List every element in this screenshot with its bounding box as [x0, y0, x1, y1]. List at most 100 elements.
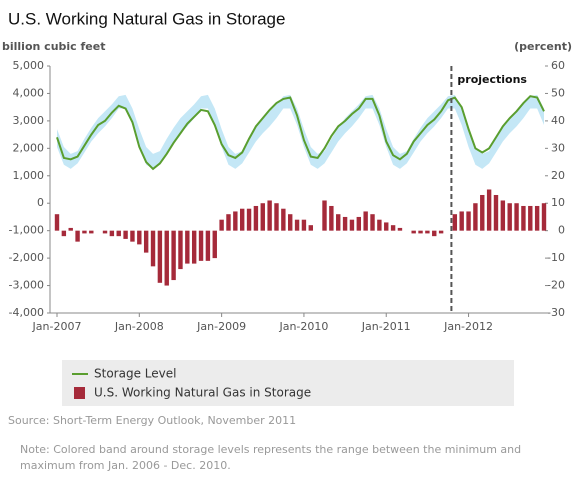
bar — [178, 230, 183, 270]
bar — [486, 189, 492, 231]
bar — [425, 230, 430, 234]
bar — [61, 230, 67, 237]
bar — [82, 230, 87, 234]
x-tick-label: Jan-2009 — [196, 320, 246, 333]
bar — [466, 211, 471, 231]
y-tick-label: 1,000 — [13, 169, 45, 182]
note: Note: Colored band around storage levels… — [20, 443, 521, 456]
bar — [219, 219, 224, 231]
bar — [541, 203, 547, 231]
y2-tick-label: -10 — [547, 251, 565, 264]
bar — [102, 230, 108, 234]
y-tick-label: -2,000 — [9, 251, 44, 264]
bar — [212, 230, 217, 259]
y-axis-label: billion cubic feet — [2, 40, 106, 53]
bar — [438, 230, 444, 234]
source: Source: Short-Term Energy Outlook, Novem… — [8, 414, 296, 427]
y2-tick-label: -30 — [547, 306, 565, 319]
bar — [116, 230, 121, 237]
bar — [411, 230, 416, 234]
legend-box — [62, 360, 514, 406]
y2-axis-label: (percent) — [514, 40, 572, 53]
y2-tick-label: 0 — [558, 224, 565, 237]
projection-label: projections — [457, 73, 527, 86]
bar — [528, 205, 533, 231]
bar — [390, 225, 396, 231]
bar — [274, 203, 279, 231]
bar — [137, 230, 142, 245]
bar — [130, 230, 135, 242]
y2-tick-label: -20 — [547, 279, 565, 292]
bar — [294, 219, 300, 231]
bar — [308, 225, 313, 231]
bar — [432, 230, 437, 237]
bar — [521, 205, 526, 231]
y2-tick-label: 20 — [551, 169, 565, 182]
bar — [418, 230, 423, 234]
bar — [267, 200, 272, 231]
bar — [342, 216, 348, 231]
bar — [185, 230, 190, 264]
legend-label: U.S. Working Natural Gas in Storage — [94, 386, 311, 400]
x-tick-label: Jan-2010 — [278, 320, 328, 333]
bar — [260, 203, 265, 231]
bar — [322, 200, 327, 231]
y-tick-label: -1,000 — [9, 224, 44, 237]
bar — [301, 219, 307, 231]
y-tick-label: 3,000 — [13, 114, 45, 127]
bar — [336, 214, 341, 231]
bar — [514, 203, 519, 231]
bar — [226, 214, 231, 231]
bar — [191, 230, 197, 264]
x-tick-label: Jan-2008 — [114, 320, 164, 333]
bar — [123, 230, 128, 239]
bar — [356, 216, 362, 231]
y2-tick-label: 10 — [551, 196, 565, 209]
y2-tick-label: 50 — [551, 86, 565, 99]
bar — [384, 222, 389, 231]
bar — [150, 230, 156, 267]
legend-swatch — [74, 387, 85, 399]
x-tick-label: Jan-2011 — [361, 320, 411, 333]
bar — [246, 208, 252, 231]
bar — [473, 203, 478, 231]
bar — [171, 230, 176, 281]
bar — [349, 219, 355, 231]
y-tick-label: 2,000 — [13, 141, 45, 154]
bar — [459, 211, 464, 231]
legend-label: Storage Level — [94, 367, 176, 381]
bar — [75, 230, 80, 242]
y-tick-label: 5,000 — [13, 59, 45, 72]
y2-tick-label: 30 — [551, 141, 565, 154]
bar — [68, 227, 73, 231]
y-tick-label: -3,000 — [9, 279, 44, 292]
bar — [89, 230, 94, 234]
chart-title: U.S. Working Natural Gas in Storage — [8, 9, 285, 28]
bar — [109, 230, 115, 237]
bar — [164, 230, 169, 286]
bar — [507, 203, 512, 231]
bar — [288, 214, 293, 231]
storage-line — [56, 95, 545, 171]
x-tick-label: Jan-2012 — [443, 320, 493, 333]
bar — [480, 194, 485, 231]
bar — [534, 205, 540, 231]
bar — [198, 230, 204, 261]
bar — [239, 208, 245, 231]
y2-tick-label: 60 — [551, 59, 565, 72]
bar — [500, 200, 506, 231]
bar — [329, 205, 334, 231]
bar — [493, 194, 499, 231]
bar — [143, 230, 149, 253]
bar — [397, 227, 403, 231]
bar — [233, 211, 238, 231]
bar — [363, 211, 368, 231]
bar — [377, 219, 382, 231]
bar — [452, 214, 458, 231]
x-tick-label: Jan-2007 — [32, 320, 82, 333]
note: maximum from Jan. 2006 - Dec. 2010. — [20, 459, 231, 472]
y2-tick-label: 40 — [551, 114, 565, 127]
range-band — [57, 94, 544, 169]
bar — [370, 214, 375, 231]
